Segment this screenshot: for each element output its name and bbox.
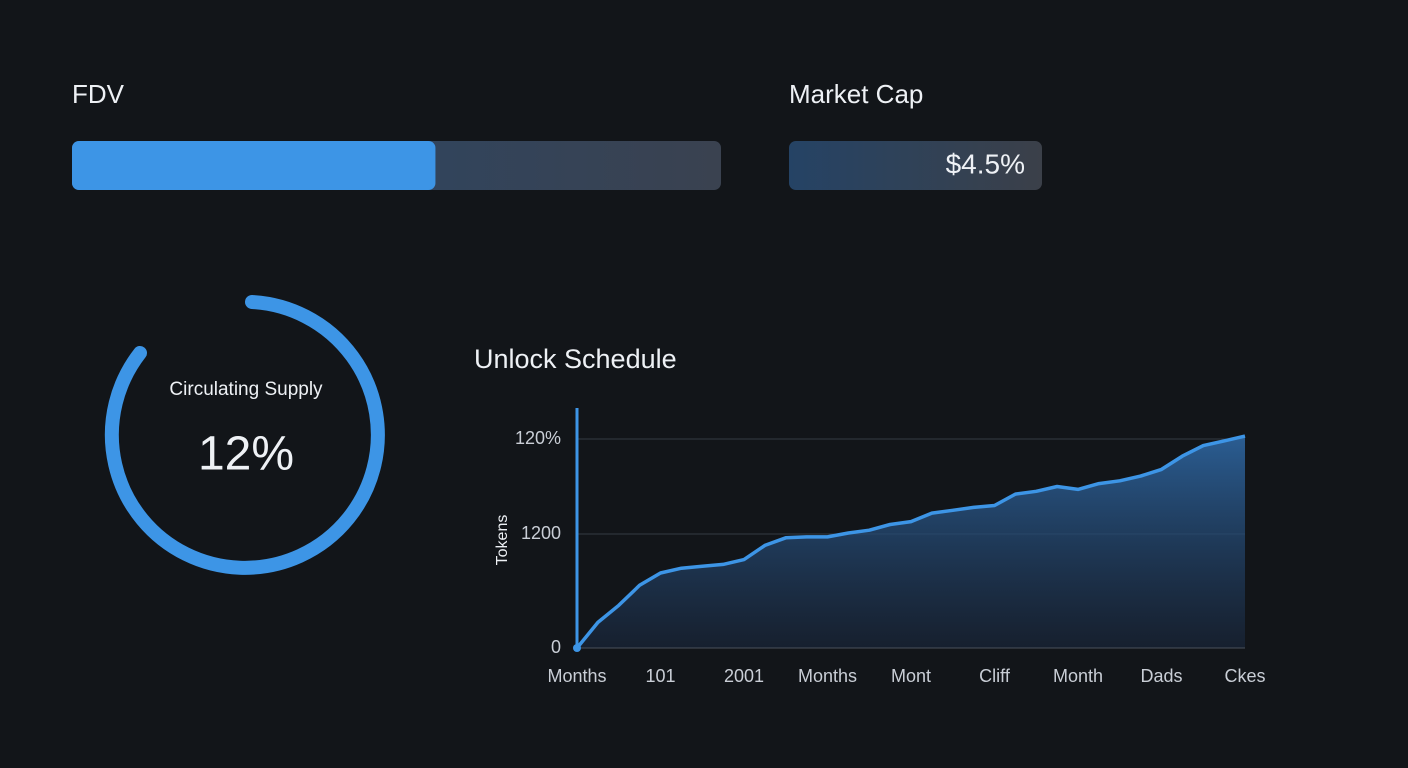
supply-label: Circulating Supply: [169, 379, 323, 400]
x-tick-label: Months: [798, 666, 857, 686]
y-tick-label: 0: [551, 637, 561, 657]
origin-dot: [573, 644, 581, 652]
x-tick-label: Dads: [1140, 666, 1182, 686]
supply-value: 12%: [198, 428, 294, 481]
fdv-fill: [72, 141, 436, 190]
x-tick-label: Month: [1053, 666, 1103, 686]
x-tick-label: Ckes: [1224, 666, 1265, 686]
y-tick-label: 1200: [521, 523, 561, 543]
supply-ring: [104, 295, 385, 575]
market-cap-box: [789, 141, 1042, 190]
fdv-label: FDV: [72, 79, 125, 109]
market-cap-label: Market Cap: [789, 79, 923, 109]
x-tick-label: Cliff: [979, 666, 1011, 686]
chart-title: Unlock Schedule: [474, 344, 677, 374]
x-tick-label: 2001: [724, 666, 764, 686]
y-axis-label: Tokens: [494, 515, 511, 566]
x-tick-label: Mont: [891, 666, 931, 686]
y-tick-label: 120%: [515, 428, 561, 448]
area-fill: [577, 436, 1245, 648]
x-tick-label: Months: [547, 666, 606, 686]
area-line: [575, 434, 1246, 650]
x-tick-label: 101: [645, 666, 675, 686]
market-cap-value: $4.5%: [946, 148, 1025, 179]
